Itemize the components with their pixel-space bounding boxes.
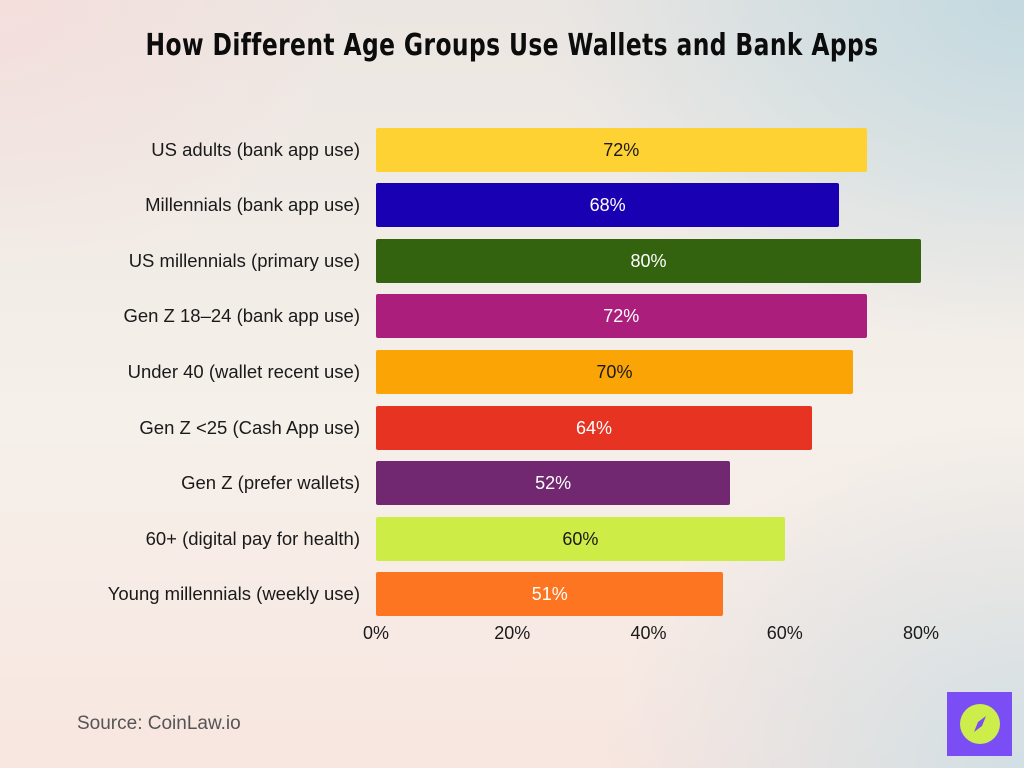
bar: 60%	[376, 517, 785, 561]
x-tick-label: 20%	[494, 623, 531, 643]
bar-label: Young millennials (weekly use)	[107, 583, 360, 604]
bar: 70%	[376, 350, 853, 394]
bar-value-label: 52%	[535, 472, 572, 493]
bar-value-label: 70%	[596, 361, 633, 382]
bar-label: US adults (bank app use)	[151, 139, 360, 160]
bar-row: US adults (bank app use) 72%	[0, 128, 1024, 172]
bar-value-label: 68%	[589, 194, 626, 215]
bar-value-label: 51%	[531, 583, 568, 604]
bar-row: Gen Z <25 (Cash App use) 64%	[0, 406, 1024, 450]
bar-row: Young millennials (weekly use) 51%	[0, 572, 1024, 616]
bar-label: 60+ (digital pay for health)	[145, 528, 360, 549]
bar-value-label: 80%	[630, 250, 667, 271]
bar: 72%	[376, 294, 867, 338]
bar-row: US millennials (primary use) 80%	[0, 239, 1024, 283]
bar: 64%	[376, 406, 812, 450]
bar-label: Gen Z (prefer wallets)	[181, 472, 360, 493]
bar-value-label: 72%	[603, 305, 640, 326]
compass-icon	[973, 716, 986, 732]
bar: 80%	[376, 239, 921, 283]
bar: 68%	[376, 183, 840, 227]
bar-row: Gen Z (prefer wallets) 52%	[0, 461, 1024, 505]
bar-label: Under 40 (wallet recent use)	[127, 361, 360, 382]
bar-row: 60+ (digital pay for health) 60%	[0, 517, 1024, 561]
bar-value-label: 64%	[575, 417, 613, 438]
chart-title: How Different Age Groups Use Wallets and…	[145, 28, 879, 63]
bar: 52%	[376, 461, 731, 505]
x-tick-label: 40%	[630, 623, 667, 643]
bar-row: Gen Z 18–24 (bank app use) 72%	[0, 294, 1024, 338]
bar-label: Millennials (bank app use)	[145, 194, 360, 215]
bar-label: Gen Z <25 (Cash App use)	[139, 417, 360, 438]
x-tick-label: 60%	[766, 623, 803, 643]
bar: 72%	[376, 128, 867, 172]
bar-value-label: 72%	[603, 139, 640, 160]
brand-logo	[947, 692, 1012, 756]
x-tick-label: 0%	[362, 623, 390, 643]
logo-circle	[959, 704, 1000, 744]
bar-label: Gen Z 18–24 (bank app use)	[123, 305, 360, 326]
bar-row: Under 40 (wallet recent use) 70%	[0, 350, 1024, 394]
bar-value-label: 60%	[562, 528, 599, 549]
source-note: Source: CoinLaw.io	[77, 713, 241, 734]
bar-label: US millennials (primary use)	[128, 250, 360, 271]
bar-row: Millennials (bank app use) 68%	[0, 183, 1024, 227]
bar: 51%	[376, 572, 724, 616]
x-tick-label: 80%	[902, 623, 940, 643]
